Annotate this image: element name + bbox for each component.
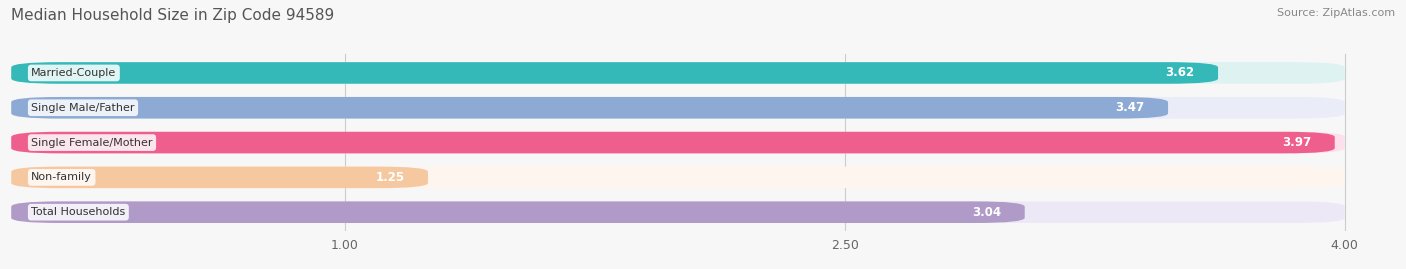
Text: 3.62: 3.62 [1166, 66, 1195, 79]
FancyBboxPatch shape [11, 167, 427, 188]
Text: 3.47: 3.47 [1115, 101, 1144, 114]
Text: Non-family: Non-family [31, 172, 93, 182]
Text: Married-Couple: Married-Couple [31, 68, 117, 78]
FancyBboxPatch shape [11, 167, 1344, 188]
FancyBboxPatch shape [11, 97, 1168, 119]
Text: 3.04: 3.04 [972, 206, 1001, 219]
Text: Single Male/Father: Single Male/Father [31, 103, 135, 113]
FancyBboxPatch shape [11, 132, 1344, 153]
FancyBboxPatch shape [11, 62, 1218, 84]
FancyBboxPatch shape [11, 201, 1344, 223]
Text: Source: ZipAtlas.com: Source: ZipAtlas.com [1277, 8, 1395, 18]
Text: Total Households: Total Households [31, 207, 125, 217]
FancyBboxPatch shape [11, 62, 1344, 84]
Text: 3.97: 3.97 [1282, 136, 1312, 149]
Text: Single Female/Mother: Single Female/Mother [31, 137, 153, 148]
FancyBboxPatch shape [11, 97, 1344, 119]
FancyBboxPatch shape [11, 132, 1334, 153]
Text: Median Household Size in Zip Code 94589: Median Household Size in Zip Code 94589 [11, 8, 335, 23]
FancyBboxPatch shape [11, 201, 1025, 223]
Text: 1.25: 1.25 [375, 171, 405, 184]
